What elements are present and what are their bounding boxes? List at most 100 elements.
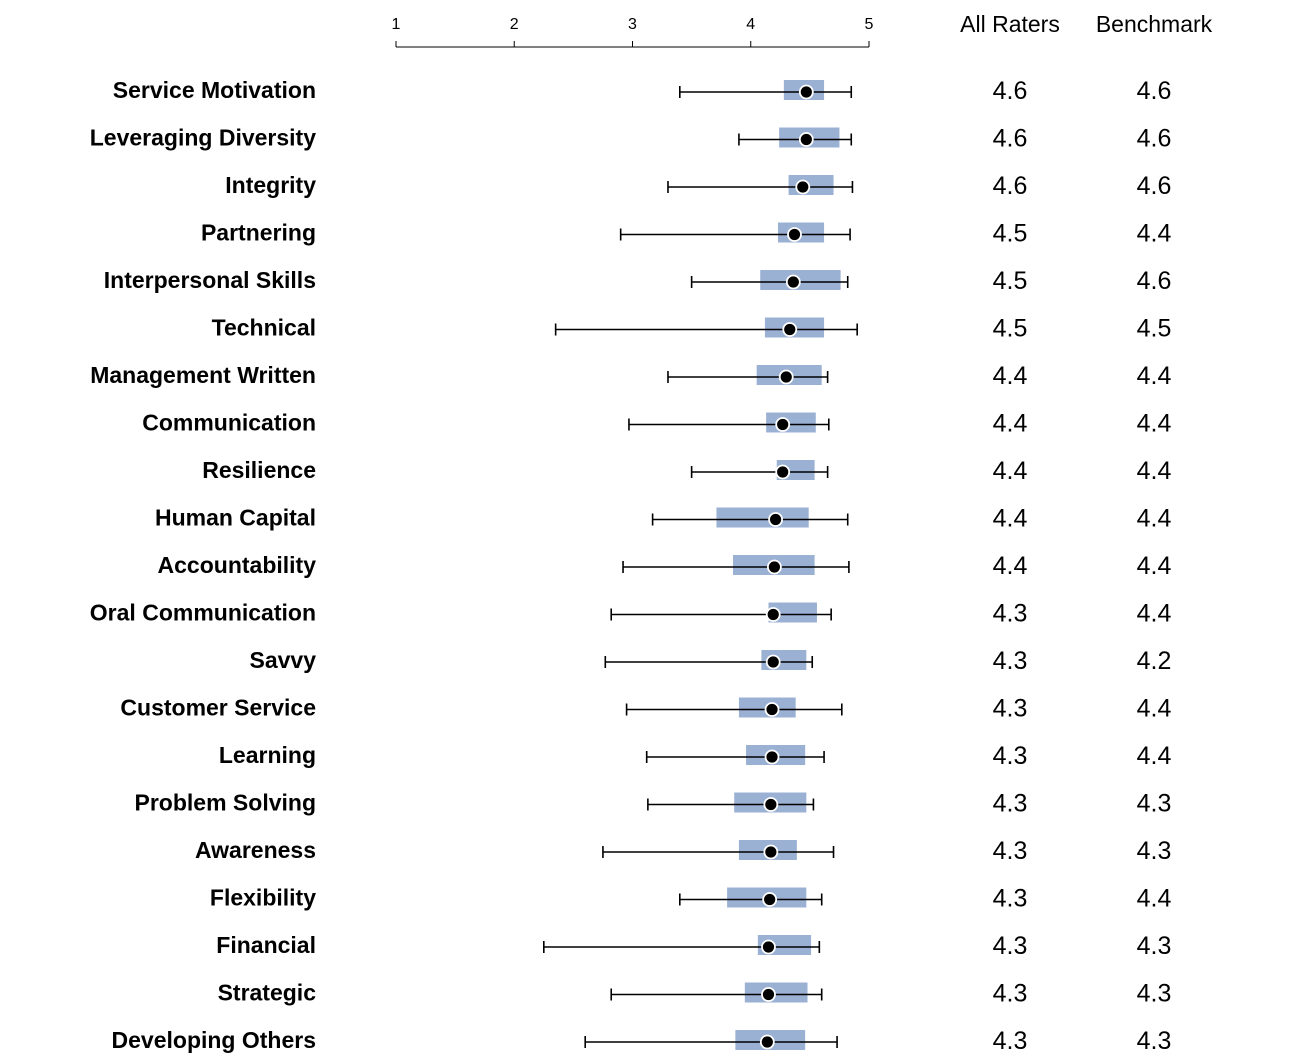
benchmark-value: 4.3: [1137, 932, 1172, 960]
x-axis: 1 2 3 4 5: [392, 16, 874, 48]
mean-point: [765, 654, 781, 670]
benchmark-value: 4.4: [1137, 362, 1172, 390]
chart-row: Interpersonal Skills 4.5 4.6: [104, 267, 1172, 295]
mean-point: [795, 179, 811, 195]
benchmark-header: Benchmark: [1096, 11, 1213, 37]
row-label: Service Motivation: [113, 77, 316, 103]
mean-point: [778, 369, 794, 385]
row-label: Human Capital: [155, 505, 316, 531]
benchmark-value: 4.3: [1137, 790, 1172, 818]
benchmark-value: 4.3: [1137, 837, 1172, 865]
x-tick-label: 4: [746, 16, 755, 33]
all-raters-value: 4.3: [993, 742, 1028, 770]
row-label: Communication: [142, 410, 316, 436]
all-raters-value: 4.5: [993, 267, 1028, 295]
all-raters-value: 4.3: [993, 695, 1028, 723]
all-raters-value: 4.4: [993, 362, 1028, 390]
mean-point: [798, 132, 814, 147]
row-label: Flexibility: [210, 885, 316, 911]
mean-point: [775, 417, 791, 432]
benchmark-value: 4.2: [1137, 647, 1172, 675]
all-raters-value: 4.6: [993, 77, 1028, 105]
mean-point: [768, 512, 783, 527]
mean-point: [761, 987, 776, 1002]
chart-row: Communication 4.4 4.4: [142, 410, 1171, 438]
chart-row: Service Motivation 4.6 4.6: [113, 77, 1172, 105]
mean-point: [762, 892, 778, 907]
mean-point: [763, 844, 779, 860]
all-raters-value: 4.4: [993, 552, 1028, 580]
benchmark-value: 4.3: [1137, 1027, 1172, 1055]
benchmark-value: 4.6: [1137, 77, 1172, 105]
benchmark-value: 4.4: [1137, 220, 1172, 248]
chart-row: Strategic 4.3 4.3: [218, 980, 1172, 1008]
row-label: Awareness: [195, 837, 316, 863]
all-raters-value: 4.4: [993, 457, 1028, 485]
iqr-box: [744, 982, 808, 1003]
all-raters-value: 4.5: [993, 220, 1028, 248]
chart-row: Problem Solving 4.3 4.3: [135, 790, 1172, 818]
row-label: Oral Communication: [90, 600, 316, 626]
benchmark-value: 4.4: [1137, 457, 1172, 485]
all-raters-value: 4.5: [993, 315, 1028, 343]
all-raters-value: 4.3: [993, 600, 1028, 628]
chart-row: Integrity 4.6 4.6: [225, 172, 1171, 200]
benchmark-value: 4.6: [1137, 172, 1172, 200]
chart-row: Learning 4.3 4.4: [219, 742, 1172, 770]
chart-row: Savvy 4.3 4.2: [249, 647, 1171, 675]
benchmark-value: 4.4: [1137, 505, 1172, 533]
iqr-box: [716, 507, 809, 528]
row-label: Interpersonal Skills: [104, 267, 316, 293]
mean-point: [764, 749, 780, 765]
benchmark-value: 4.6: [1137, 125, 1172, 153]
row-label: Accountability: [158, 552, 317, 578]
row-label: Management Written: [90, 362, 316, 388]
x-tick-label: 5: [865, 16, 874, 33]
chart-row: Resilience 4.4 4.4: [202, 457, 1171, 485]
row-label: Resilience: [202, 457, 316, 483]
chart-row: Management Written 4.4 4.4: [90, 362, 1171, 390]
mean-point: [787, 227, 802, 242]
benchmark-value: 4.3: [1137, 980, 1172, 1008]
x-tick-label: 2: [510, 16, 519, 33]
benchmark-value: 4.4: [1137, 695, 1172, 723]
benchmark-value: 4.4: [1137, 410, 1172, 438]
benchmark-value: 4.4: [1137, 552, 1172, 580]
x-tick-label: 3: [628, 16, 637, 33]
chart-row: Accountability 4.4 4.4: [158, 552, 1172, 580]
chart-row: Developing Others 4.3 4.3: [112, 1027, 1172, 1055]
chart-row: Leveraging Diversity 4.6 4.6: [90, 125, 1172, 153]
row-label: Developing Others: [112, 1027, 316, 1053]
benchmark-value: 4.4: [1137, 885, 1172, 913]
benchmark-value: 4.4: [1137, 600, 1172, 628]
row-label: Integrity: [225, 172, 316, 198]
all-raters-value: 4.3: [993, 837, 1028, 865]
row-label: Learning: [219, 742, 316, 768]
chart-row: Awareness 4.3 4.3: [195, 837, 1171, 865]
all-raters-value: 4.4: [993, 410, 1028, 438]
chart-row: Technical 4.5 4.5: [212, 315, 1172, 343]
all-raters-value: 4.3: [993, 885, 1028, 913]
all-raters-value: 4.3: [993, 932, 1028, 960]
iqr-box: [788, 175, 834, 195]
mean-point: [767, 559, 782, 575]
all-raters-value: 4.6: [993, 172, 1028, 200]
row-label: Technical: [212, 315, 316, 341]
all-raters-value: 4.3: [993, 790, 1028, 818]
all-raters-value: 4.3: [993, 647, 1028, 675]
row-label: Customer Service: [120, 695, 316, 721]
row-label: Savvy: [249, 647, 316, 673]
chart-row: Oral Communication 4.3 4.4: [90, 600, 1172, 628]
iqr-box: [766, 412, 816, 433]
row-label: Partnering: [201, 220, 316, 246]
x-tick-label: 1: [392, 16, 401, 33]
row-label: Financial: [216, 932, 316, 958]
chart-row: Partnering 4.5 4.4: [201, 220, 1171, 248]
row-label: Strategic: [218, 980, 317, 1006]
benchmark-value: 4.5: [1137, 315, 1172, 343]
chart-row: Human Capital 4.4 4.4: [155, 505, 1171, 533]
chart-row: Financial 4.3 4.3: [216, 932, 1171, 960]
chart-row: Flexibility 4.3 4.4: [210, 885, 1172, 913]
mean-point: [785, 274, 801, 290]
